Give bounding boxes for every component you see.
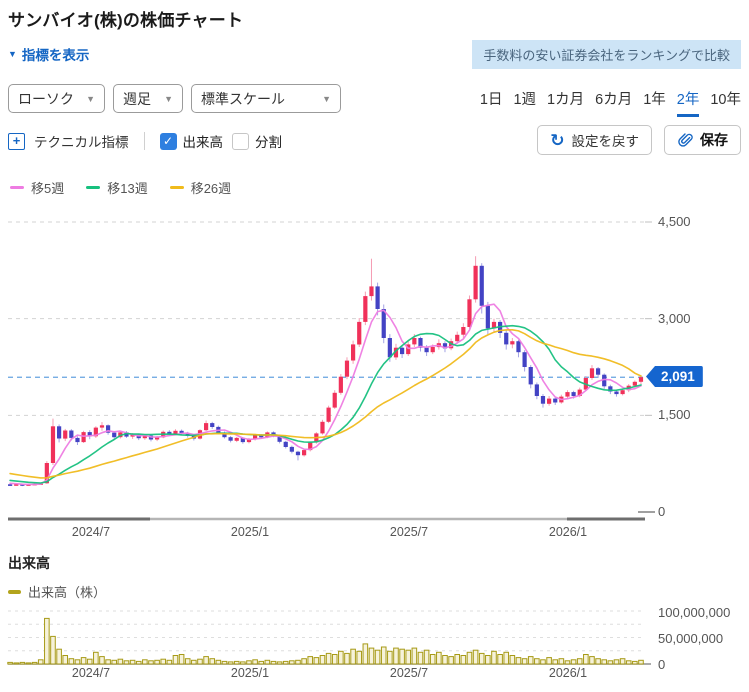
legend-item-ma5: 移5週 [10,178,64,197]
volume-axis-label: 50,000,000 [658,631,724,646]
period-10y[interactable]: 10年 [710,92,741,108]
caret-down-icon: ▼ [322,93,331,104]
indicator-toggle-link[interactable]: ▼ 指標を表示 [8,44,89,64]
technical-indicator-label[interactable]: テクニカル指標 [34,135,129,150]
scale-select[interactable]: 標準スケール ▼ [191,84,341,113]
paperclip-icon [678,133,693,147]
broker-ranking-link[interactable]: 手数料の安い証券会社をランキングで比較 [472,40,741,69]
y-axis-label: 0 [658,503,666,519]
divider [143,132,145,150]
volume-x-label: 2025/7 [389,666,429,680]
indicator-toggle-label: 指標を表示 [21,48,90,63]
y-axis-label: 1,500 [658,407,691,422]
y-axis-label: 4,500 [658,214,691,229]
save-button[interactable]: 保存 [664,125,741,155]
interval-select[interactable]: 週足 ▼ [113,84,183,113]
refresh-icon: ↻ [550,130,565,150]
ma13-swatch [86,185,101,190]
ma-legend: 移5週 移13週 移26週 [10,178,231,197]
x-axis-label: 2026/1 [548,525,588,539]
period-1w[interactable]: 1週 [513,92,537,108]
volume-legend: 出来高（株） [8,582,106,601]
x-axis-label: 2025/7 [389,525,429,539]
volume-x-label: 2025/1 [230,666,270,680]
x-axis-label: 2024/7 [71,525,111,539]
caret-down-icon: ▼ [86,93,95,104]
period-1y[interactable]: 1年 [643,92,666,108]
interval-value: 週足 [123,90,151,107]
caret-down-icon: ▼ [164,93,173,104]
add-indicator-icon[interactable]: + [8,132,25,150]
price-chart-canvas[interactable] [0,200,749,550]
x-axis-label: 2025/1 [230,525,270,539]
period-2y[interactable]: 2年 [676,88,700,117]
period-6mo[interactable]: 6カ月 [595,92,633,108]
ma26-swatch [169,185,184,190]
legend-item-ma26: 移26週 [169,178,231,197]
volume-checkbox[interactable]: ✓ [159,132,177,150]
period-1d[interactable]: 1日 [479,92,503,108]
split-checkbox-label: 分割 [255,135,282,150]
chart-type-select[interactable]: ローソク ▼ [8,84,105,113]
scale-value: 標準スケール [201,90,285,107]
volume-chart-canvas[interactable] [0,598,749,670]
volume-section-heading: 出来高 [8,555,50,571]
page-title: サンバイオ(株)の株価チャート [8,11,244,30]
volume-x-label: 2026/1 [548,666,588,680]
current-price-badge: 2,091 [646,366,703,387]
volume-x-label: 2024/7 [71,666,111,680]
period-selector: 1日 1週 1カ月 6カ月 1年 2年 10年 [480,88,741,117]
caret-down-icon: ▼ [8,48,17,59]
indicator-toolbar: + テクニカル指標 ✓ 出来高 分割 [8,126,282,156]
chart-type-value: ローソク [18,90,74,107]
volume-axis-label: 100,000,000 [658,604,731,620]
volume-axis-label: 0 [658,657,666,672]
ma5-swatch [10,185,24,190]
legend-item-ma13: 移13週 [86,178,148,197]
reset-settings-button[interactable]: ↻ 設定を戻す [537,125,652,155]
split-checkbox[interactable] [232,132,249,150]
volume-swatch [8,589,21,594]
y-axis-label: 3,000 [658,310,691,326]
volume-checkbox-label: 出来高 [182,135,224,150]
period-1mo[interactable]: 1カ月 [547,92,585,108]
